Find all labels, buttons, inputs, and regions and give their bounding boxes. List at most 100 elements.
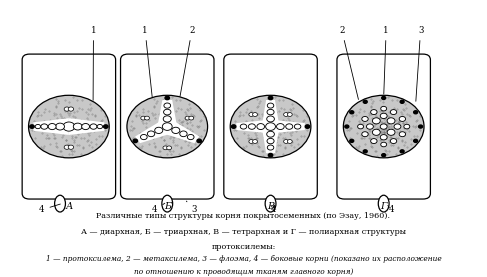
Circle shape (267, 103, 274, 108)
Text: 1 — протоксилема, 2 — метаксилема, 3 — флоэма, 4 — боковые корни (показано их ра: 1 — протоксилема, 2 — метаксилема, 3 — ф… (46, 255, 441, 263)
FancyBboxPatch shape (224, 54, 318, 199)
Circle shape (64, 107, 70, 111)
Circle shape (48, 124, 56, 130)
Circle shape (390, 138, 397, 143)
Circle shape (390, 110, 397, 115)
Circle shape (90, 124, 97, 129)
Circle shape (30, 125, 34, 128)
Circle shape (29, 95, 109, 158)
Circle shape (35, 124, 40, 129)
Ellipse shape (265, 195, 276, 212)
Circle shape (283, 140, 289, 143)
Circle shape (382, 154, 386, 157)
Circle shape (133, 139, 137, 143)
Circle shape (257, 124, 264, 130)
Ellipse shape (55, 195, 65, 212)
Circle shape (380, 113, 387, 119)
Circle shape (267, 138, 274, 144)
Circle shape (189, 116, 194, 120)
Polygon shape (162, 120, 199, 143)
Circle shape (380, 124, 387, 129)
Circle shape (399, 132, 406, 137)
Circle shape (350, 111, 354, 114)
Circle shape (164, 103, 170, 108)
Circle shape (163, 146, 168, 150)
Circle shape (400, 150, 404, 153)
Circle shape (148, 131, 155, 137)
Circle shape (63, 122, 75, 131)
Circle shape (345, 125, 349, 128)
FancyBboxPatch shape (22, 54, 115, 199)
Circle shape (394, 124, 401, 129)
Circle shape (64, 145, 70, 149)
Circle shape (357, 124, 363, 129)
Circle shape (265, 123, 276, 130)
Circle shape (294, 124, 301, 129)
Circle shape (373, 129, 380, 135)
Circle shape (240, 124, 247, 129)
Circle shape (367, 124, 374, 129)
Polygon shape (271, 120, 305, 134)
Circle shape (56, 123, 64, 130)
Circle shape (413, 111, 417, 114)
Text: Г: Г (380, 202, 387, 211)
Text: Б: Б (164, 202, 171, 211)
Circle shape (155, 127, 163, 134)
Circle shape (286, 124, 293, 129)
Text: 4: 4 (152, 203, 165, 214)
Circle shape (68, 145, 74, 149)
Circle shape (350, 139, 354, 142)
Circle shape (172, 127, 180, 134)
Circle shape (82, 124, 90, 130)
Circle shape (167, 146, 171, 150)
Circle shape (363, 100, 367, 103)
Polygon shape (157, 100, 177, 127)
Circle shape (268, 96, 273, 100)
Circle shape (187, 134, 194, 140)
Circle shape (373, 118, 380, 124)
Circle shape (380, 135, 387, 140)
Circle shape (248, 124, 255, 129)
Circle shape (104, 125, 108, 128)
Circle shape (413, 139, 417, 142)
Text: Различные типы структуры корня покрытосеменных (по Эзау, 1960).: Различные типы структуры корня покрытосе… (96, 212, 391, 220)
Text: 3: 3 (416, 26, 423, 101)
Circle shape (287, 113, 292, 116)
Polygon shape (262, 127, 280, 153)
Circle shape (185, 116, 190, 120)
Circle shape (231, 125, 236, 128)
Circle shape (267, 116, 274, 122)
Circle shape (268, 153, 273, 157)
Polygon shape (262, 100, 280, 127)
Text: протоксилемы:: протоксилемы: (211, 243, 276, 251)
Circle shape (371, 138, 377, 143)
Polygon shape (135, 120, 172, 143)
Circle shape (267, 131, 274, 137)
Circle shape (74, 123, 82, 130)
Circle shape (163, 116, 171, 122)
Circle shape (404, 124, 410, 129)
Text: 1: 1 (91, 26, 96, 100)
Text: В: В (267, 202, 274, 211)
Text: 2: 2 (180, 26, 195, 96)
Circle shape (283, 113, 289, 116)
Circle shape (387, 118, 395, 124)
Text: 2: 2 (339, 26, 358, 99)
Circle shape (249, 113, 254, 116)
Circle shape (140, 134, 147, 140)
Text: 1: 1 (142, 26, 152, 97)
Circle shape (41, 124, 48, 129)
Circle shape (382, 96, 386, 99)
Text: А — диархная, Б — триархная, В — тетрархная и Г — полиархная структуры: А — диархная, Б — триархная, В — тетрарх… (81, 228, 406, 236)
Text: 4: 4 (270, 205, 276, 214)
Circle shape (381, 142, 387, 147)
Circle shape (362, 116, 368, 121)
Circle shape (362, 132, 368, 137)
Text: 3: 3 (187, 201, 197, 214)
Polygon shape (34, 118, 69, 135)
Circle shape (249, 140, 254, 143)
Circle shape (277, 124, 284, 130)
Circle shape (419, 125, 423, 128)
Circle shape (267, 109, 274, 115)
Polygon shape (69, 118, 104, 135)
